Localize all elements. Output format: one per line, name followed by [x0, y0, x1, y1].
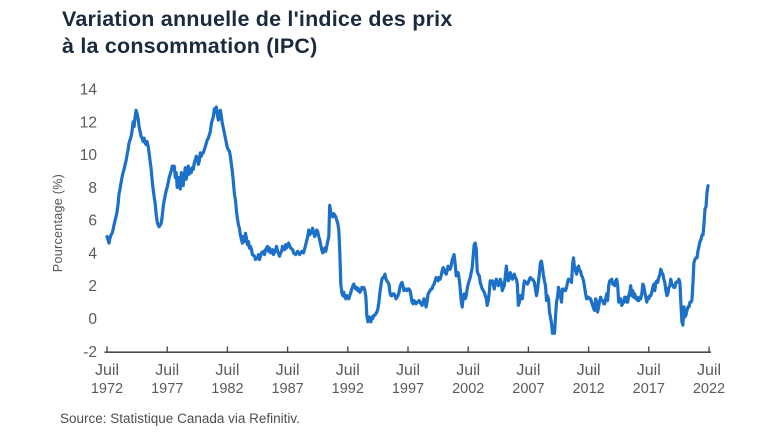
x-tick-label-month: Juil — [697, 362, 721, 379]
source-note: Source: Statistique Canada via Refinitiv… — [60, 411, 300, 426]
y-tick-label: 10 — [80, 147, 98, 164]
y-tick-label: 2 — [88, 278, 97, 295]
x-tick-label-year: 2007 — [512, 381, 544, 397]
cpi-data-line — [105, 105, 710, 335]
x-tick-label-year: 2012 — [572, 381, 604, 397]
x-tick-label-month: Juil — [155, 362, 179, 379]
y-tick-label: 8 — [88, 180, 97, 197]
x-tick-label-month: Juil — [276, 362, 300, 379]
x-tick-label-month: Juil — [456, 362, 480, 379]
x-tick-label-year: 1982 — [211, 381, 243, 397]
y-tick-label: 6 — [88, 213, 97, 230]
x-tick-label-year: 1997 — [392, 381, 424, 397]
x-tick-label-month: Juil — [336, 362, 360, 379]
x-tick-label-year: 1987 — [271, 381, 303, 397]
x-tick-label-year: 2017 — [633, 381, 665, 397]
x-tick-label-year: 1977 — [151, 381, 183, 397]
x-tick-label-month: Juil — [396, 362, 420, 379]
x-tick-label-year: 2002 — [452, 381, 484, 397]
x-tick-label-month: Juil — [215, 362, 239, 379]
chart-title: Variation annuelle de l'indice des prix … — [62, 7, 453, 58]
x-tick-label-month: Juil — [516, 362, 540, 379]
x-tick-label-month: Juil — [637, 362, 661, 379]
y-tick-label: -2 — [83, 344, 97, 361]
y-axis-label: Pourcentage (%) — [51, 174, 65, 272]
y-tick-label: 14 — [80, 82, 98, 99]
x-tick-label-year: 1972 — [91, 381, 123, 397]
x-tick-label-year: 1992 — [332, 381, 364, 397]
x-tick-label-month: Juil — [577, 362, 601, 379]
y-tick-label: 4 — [88, 245, 97, 262]
y-tick-label: 0 — [88, 311, 97, 328]
x-tick-label-month: Juil — [95, 362, 119, 379]
y-tick-label: 12 — [80, 114, 97, 131]
x-tick-label-year: 2022 — [693, 381, 725, 397]
